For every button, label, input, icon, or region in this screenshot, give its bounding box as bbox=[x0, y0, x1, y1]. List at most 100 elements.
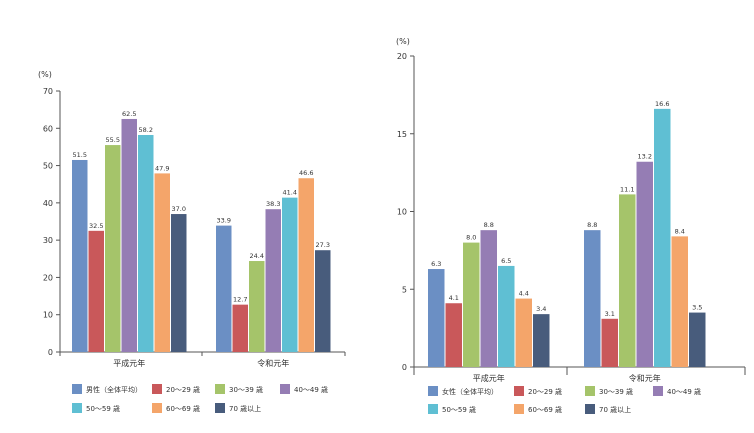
legend-swatch bbox=[428, 386, 438, 396]
bar bbox=[265, 209, 281, 352]
bar bbox=[584, 230, 601, 367]
y-tick-label: 0 bbox=[402, 363, 407, 372]
data-label: 38.3 bbox=[266, 200, 280, 208]
data-label: 8.8 bbox=[587, 221, 597, 229]
data-label: 27.3 bbox=[316, 241, 330, 249]
data-label: 8.4 bbox=[675, 227, 685, 235]
data-label: 46.6 bbox=[299, 169, 313, 177]
bar bbox=[654, 108, 671, 368]
legend-swatch bbox=[514, 404, 524, 414]
y-tick-label: 5 bbox=[402, 285, 407, 294]
x-category-label: 平成元年 bbox=[113, 358, 145, 368]
data-label: 13.2 bbox=[638, 153, 652, 161]
bar bbox=[282, 197, 298, 352]
legend-swatch bbox=[152, 403, 162, 413]
y-tick-label: 15 bbox=[397, 130, 407, 139]
legend-label: 70 歳以上 bbox=[229, 404, 261, 413]
data-label: 33.9 bbox=[217, 217, 231, 225]
y-tick-label: 20 bbox=[43, 273, 53, 282]
legend-label: 30〜39 歳 bbox=[599, 387, 633, 396]
x-category-label: 令和元年 bbox=[629, 373, 661, 383]
bar bbox=[515, 298, 532, 367]
bar bbox=[298, 178, 314, 352]
bar bbox=[154, 173, 170, 352]
data-label: 8.8 bbox=[484, 221, 494, 229]
data-label: 32.5 bbox=[89, 222, 103, 230]
legend-label: 20〜29 歳 bbox=[528, 387, 562, 396]
bar bbox=[72, 159, 88, 352]
legend-label: 40〜49 歳 bbox=[294, 385, 328, 394]
y-tick-label: 50 bbox=[43, 162, 53, 171]
left-chart: (%) 0 10 20 30 40 50 60 70 51.5 32.5 55.5 62.558.2 47… bbox=[38, 70, 346, 413]
legend-swatch bbox=[653, 386, 663, 396]
bar bbox=[249, 261, 265, 352]
bar bbox=[689, 312, 706, 367]
legend-label: 20〜29 歳 bbox=[166, 385, 200, 394]
legend-swatch bbox=[585, 386, 595, 396]
y-tick-label: 30 bbox=[43, 236, 53, 245]
bar bbox=[105, 145, 121, 352]
bar bbox=[428, 269, 445, 367]
bar bbox=[171, 214, 187, 352]
x-category-label: 令和元年 bbox=[257, 358, 289, 368]
data-label: 6.5 bbox=[501, 257, 511, 265]
data-label: 51.5 bbox=[73, 151, 87, 159]
data-label: 3.1 bbox=[605, 310, 615, 318]
bar bbox=[88, 230, 104, 352]
data-label: 62.5 bbox=[122, 110, 136, 118]
legend-swatch bbox=[428, 404, 438, 414]
bar bbox=[121, 118, 137, 352]
data-label: 6.3 bbox=[431, 260, 441, 268]
bar bbox=[315, 250, 331, 352]
data-label: 24.4 bbox=[250, 252, 264, 260]
y-tick-label: 10 bbox=[397, 208, 407, 217]
right-chart: (%) 0 5 10 15 20 6.3 4.1 8.0 8.8 6.5 4.4 3.4 平成元年 8.8 3… bbox=[396, 37, 746, 414]
legend-label: 30〜39 歳 bbox=[229, 385, 263, 394]
legend-swatch bbox=[215, 403, 225, 413]
data-label: 47.9 bbox=[155, 164, 169, 172]
data-label: 58.2 bbox=[139, 126, 153, 134]
legend-label: 50〜59 歳 bbox=[442, 405, 476, 414]
bar bbox=[232, 304, 248, 352]
data-label: 37.0 bbox=[172, 205, 186, 213]
bar bbox=[533, 314, 550, 367]
legend-label: 60〜69 歳 bbox=[166, 404, 200, 413]
legend-swatch bbox=[514, 386, 524, 396]
data-label: 4.4 bbox=[519, 290, 529, 298]
bar bbox=[671, 236, 688, 367]
legend-label: 70 歳以上 bbox=[599, 405, 631, 414]
data-label: 12.7 bbox=[233, 296, 247, 304]
bar bbox=[601, 318, 618, 367]
bar bbox=[636, 161, 653, 367]
data-label: 55.5 bbox=[106, 136, 120, 144]
bar bbox=[463, 242, 480, 367]
y-tick-label: 20 bbox=[397, 52, 407, 61]
x-category-label: 平成元年 bbox=[473, 373, 505, 383]
data-label: 16.6 bbox=[655, 100, 669, 108]
legend-swatch bbox=[280, 384, 290, 394]
data-label: 4.1 bbox=[449, 294, 459, 302]
legend-label: 60〜69 歳 bbox=[528, 405, 562, 414]
legend-label: 男性（全体平均） bbox=[86, 385, 142, 394]
bar bbox=[445, 303, 462, 367]
data-label: 3.5 bbox=[692, 304, 702, 312]
legend-label: 50〜59 歳 bbox=[86, 404, 120, 413]
bar bbox=[216, 225, 232, 352]
unit-label: (%) bbox=[396, 37, 410, 46]
legend-label: 40〜49 歳 bbox=[667, 387, 701, 396]
legend-swatch bbox=[585, 404, 595, 414]
legend-swatch bbox=[215, 384, 225, 394]
y-tick-label: 10 bbox=[43, 311, 53, 320]
legend-swatch bbox=[152, 384, 162, 394]
legend-swatch bbox=[72, 403, 82, 413]
unit-label: (%) bbox=[38, 70, 52, 79]
bar bbox=[498, 265, 515, 367]
y-tick-label: 0 bbox=[48, 348, 53, 357]
data-label: 3.4 bbox=[536, 305, 546, 313]
bar bbox=[480, 230, 497, 367]
y-tick-label: 60 bbox=[43, 124, 53, 133]
data-label: 11.1 bbox=[620, 185, 634, 193]
legend-label: 女性（全体平均） bbox=[442, 387, 498, 396]
y-tick-label: 40 bbox=[43, 199, 53, 208]
